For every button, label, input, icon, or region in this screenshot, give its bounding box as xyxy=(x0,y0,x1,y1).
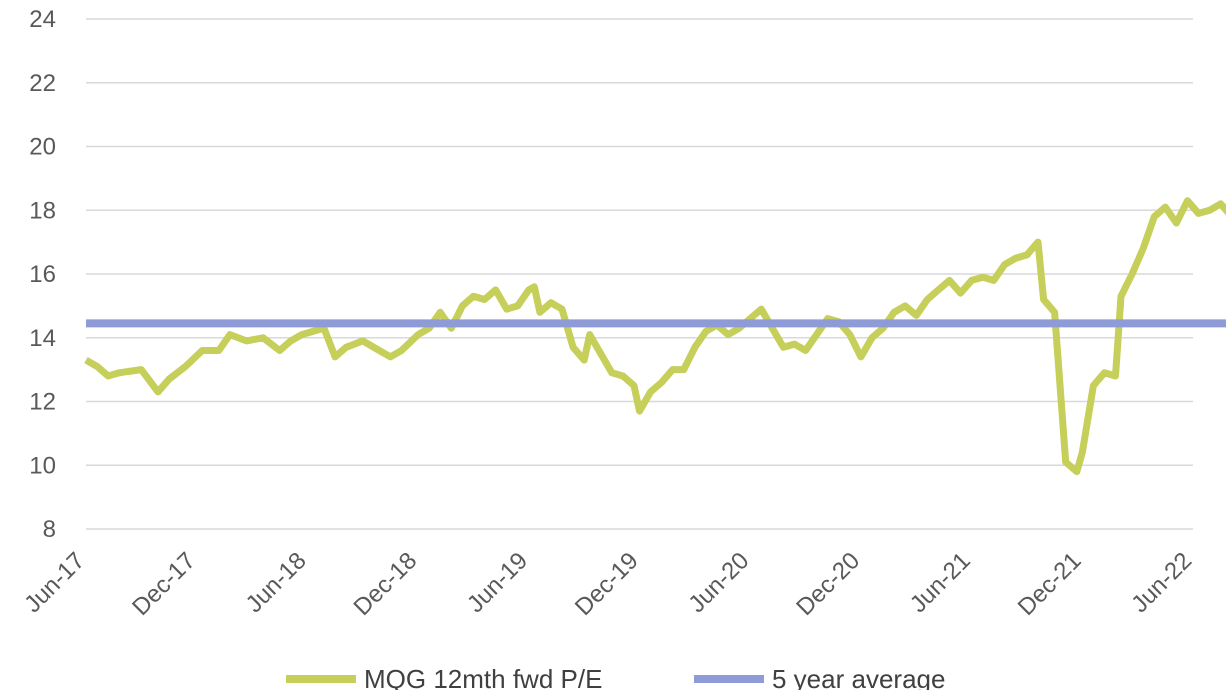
x-tick-label: Jun-22 xyxy=(1126,547,1197,618)
legend: MQG 12mth fwd P/E 5 year average xyxy=(286,664,945,690)
x-tick-label: Jun-20 xyxy=(683,547,754,618)
series-lines xyxy=(84,197,1226,476)
y-tick-label: 24 xyxy=(29,6,56,33)
x-tick-label: Dec-19 xyxy=(570,547,644,621)
x-tick-label: Dec-21 xyxy=(1013,547,1087,621)
x-tick-label: Dec-17 xyxy=(127,547,201,621)
legend-label: 5 year average xyxy=(772,664,945,690)
y-tick-label: 16 xyxy=(29,261,56,288)
y-axis-ticks: 8 10 12 14 16 18 20 22 24 xyxy=(29,6,56,543)
legend-label: MQG 12mth fwd P/E xyxy=(364,664,602,690)
x-tick-label: Jun-18 xyxy=(241,547,312,618)
y-tick-label: 18 xyxy=(29,197,56,224)
x-tick-label: Dec-20 xyxy=(791,547,865,621)
y-tick-label: 12 xyxy=(29,389,56,416)
x-tick-label: Jun-19 xyxy=(462,547,533,618)
y-tick-label: 10 xyxy=(29,452,56,479)
y-tick-label: 20 xyxy=(29,134,56,161)
series-line-0 xyxy=(84,197,1226,476)
y-tick-label: 14 xyxy=(29,325,56,352)
y-tick-label: 22 xyxy=(29,70,56,97)
y-tick-label: 8 xyxy=(43,516,56,543)
x-tick-label: Jun-21 xyxy=(905,547,976,618)
x-tick-label: Jun-17 xyxy=(19,547,90,618)
x-axis-ticks: Jun-17 Dec-17 Jun-18 Dec-18 Jun-19 Dec-19 Jun-… xyxy=(19,547,1197,621)
x-tick-label: Dec-18 xyxy=(349,547,423,621)
gridlines xyxy=(86,18,1193,530)
